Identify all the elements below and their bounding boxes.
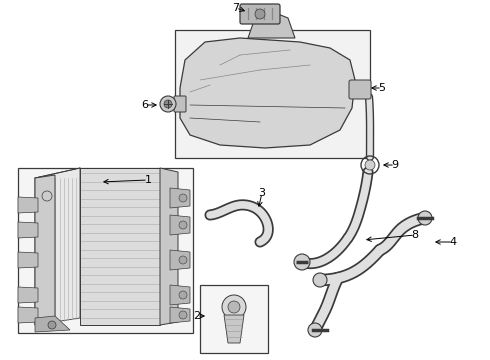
Circle shape: [228, 301, 240, 313]
Polygon shape: [80, 168, 160, 325]
Polygon shape: [170, 285, 190, 305]
Circle shape: [164, 100, 172, 108]
Circle shape: [179, 194, 187, 202]
Circle shape: [179, 221, 187, 229]
Text: 8: 8: [412, 230, 418, 240]
Text: 1: 1: [145, 175, 151, 185]
Circle shape: [179, 291, 187, 299]
Polygon shape: [180, 38, 355, 148]
Polygon shape: [170, 250, 190, 270]
Text: 2: 2: [194, 311, 200, 321]
Circle shape: [365, 160, 375, 170]
Polygon shape: [18, 197, 38, 213]
Text: 9: 9: [392, 160, 398, 170]
Circle shape: [48, 321, 56, 329]
Circle shape: [418, 211, 432, 225]
Polygon shape: [248, 14, 295, 38]
Polygon shape: [170, 307, 190, 323]
FancyBboxPatch shape: [175, 30, 370, 158]
Circle shape: [179, 311, 187, 319]
FancyBboxPatch shape: [240, 4, 280, 24]
Polygon shape: [35, 175, 55, 325]
Polygon shape: [224, 315, 244, 343]
Text: 6: 6: [142, 100, 148, 110]
Text: 4: 4: [449, 237, 457, 247]
Polygon shape: [170, 188, 190, 208]
Text: 7: 7: [232, 3, 240, 13]
Polygon shape: [170, 215, 190, 235]
FancyBboxPatch shape: [174, 96, 186, 112]
Polygon shape: [18, 222, 38, 238]
Polygon shape: [18, 252, 38, 268]
Text: 5: 5: [378, 83, 386, 93]
Circle shape: [222, 295, 246, 319]
Polygon shape: [35, 316, 70, 332]
Circle shape: [255, 9, 265, 19]
Polygon shape: [18, 307, 38, 323]
Circle shape: [294, 254, 310, 270]
FancyBboxPatch shape: [200, 285, 268, 353]
Circle shape: [313, 273, 327, 287]
Polygon shape: [35, 168, 80, 325]
Circle shape: [179, 256, 187, 264]
FancyBboxPatch shape: [349, 80, 371, 99]
Polygon shape: [160, 168, 178, 325]
FancyBboxPatch shape: [18, 168, 193, 333]
Text: 3: 3: [259, 188, 266, 198]
Polygon shape: [18, 287, 38, 303]
Circle shape: [308, 323, 322, 337]
Circle shape: [160, 96, 176, 112]
